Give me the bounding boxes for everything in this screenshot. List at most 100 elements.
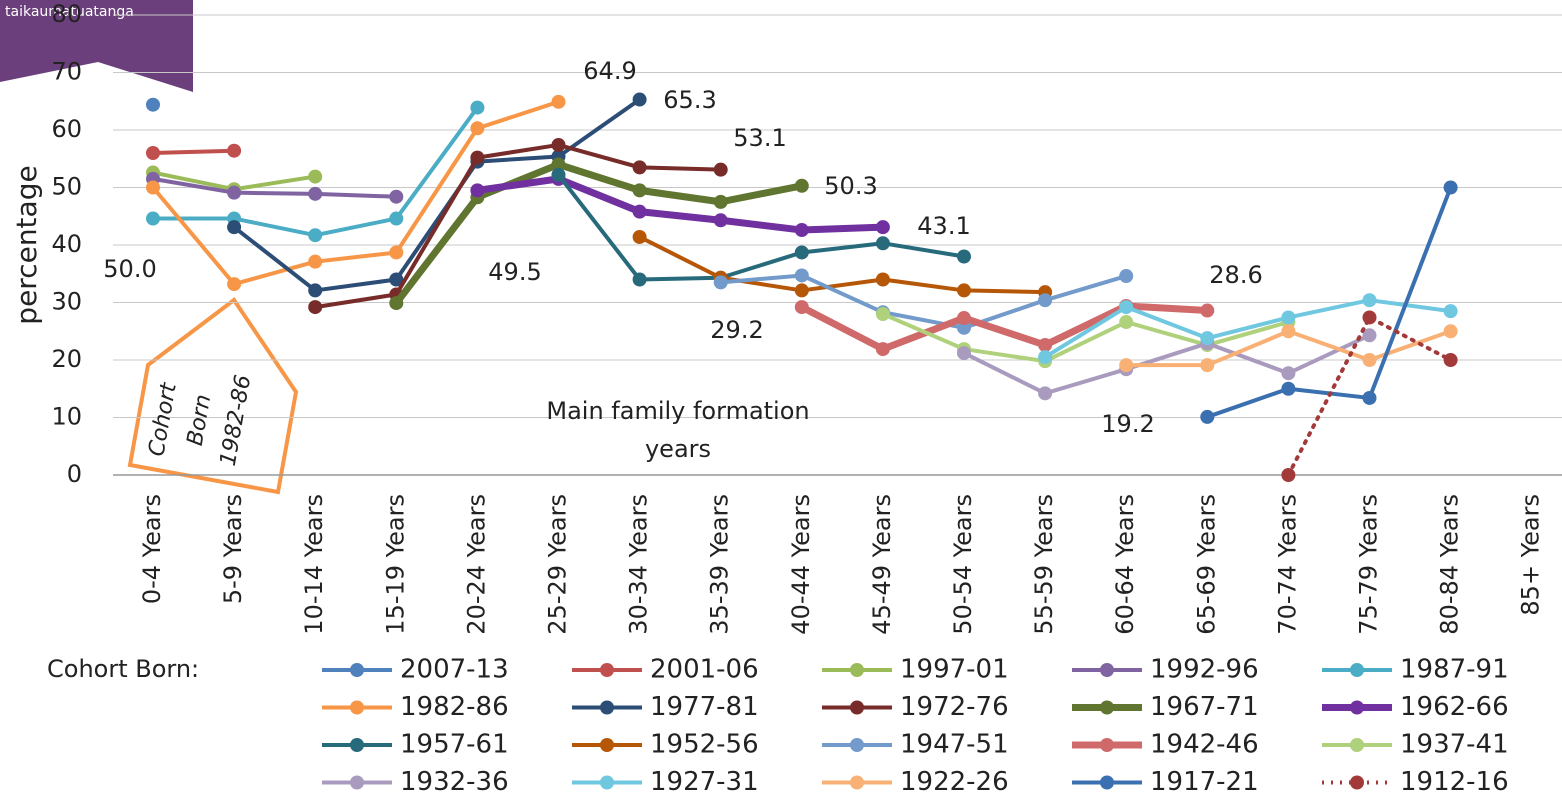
x-tick-label: 60-64 Years <box>1111 494 1139 635</box>
point <box>794 223 809 238</box>
point <box>146 180 160 195</box>
point <box>551 167 566 182</box>
point <box>1362 310 1377 325</box>
legend-label: 1952-56 <box>650 730 759 760</box>
x-tick-label: 65-69 Years <box>1192 494 1220 635</box>
grid <box>113 14 1562 476</box>
point <box>1281 324 1296 339</box>
legend-label: 1922-26 <box>900 767 1009 796</box>
annotation: 50.3 <box>824 172 877 200</box>
callout-text: 1982-86 <box>216 373 257 468</box>
y-tick-label: 80 <box>51 0 82 28</box>
annotation: 49.5 <box>488 258 541 286</box>
legend-label: 1957-61 <box>400 730 509 760</box>
point <box>146 97 160 112</box>
legend-marker <box>1100 663 1114 677</box>
point <box>1200 331 1215 346</box>
legend-marker <box>850 775 864 790</box>
legend-label: 2007-13 <box>400 655 509 685</box>
point <box>875 342 890 357</box>
legend-marker <box>1350 775 1364 790</box>
annotation: 19.2 <box>1101 410 1154 438</box>
point <box>957 283 971 298</box>
point <box>632 204 647 219</box>
point <box>794 268 809 283</box>
point <box>1200 409 1215 424</box>
annotation: 28.6 <box>1209 261 1262 289</box>
point <box>1038 350 1053 365</box>
point <box>308 300 323 315</box>
point <box>551 157 566 172</box>
x-tick-label: 20-24 Years <box>462 494 490 635</box>
callout-box <box>127 297 299 495</box>
series-line <box>151 176 399 199</box>
x-tick-label: 10-14 Years <box>300 494 328 635</box>
point <box>794 245 809 260</box>
point <box>1443 324 1458 339</box>
legend-marker <box>850 738 864 752</box>
legend-label: 1912-16 <box>1400 767 1509 796</box>
x-tick-label: 35-39 Years <box>706 494 734 635</box>
legend-marker <box>350 663 364 677</box>
point <box>1281 468 1296 482</box>
point <box>389 245 404 260</box>
point <box>875 272 890 287</box>
point <box>632 92 647 107</box>
legend-marker <box>850 700 864 715</box>
point <box>957 320 971 335</box>
y-tick-label: 70 <box>51 58 82 86</box>
point <box>713 213 728 228</box>
legend-label: 1942-46 <box>1150 730 1259 760</box>
legend-marker <box>600 700 614 715</box>
point <box>632 160 647 175</box>
x-tick-label: 40-44 Years <box>787 494 815 635</box>
point <box>794 178 809 193</box>
x-tick-label: 70-74 Years <box>1273 494 1301 635</box>
point <box>875 236 890 251</box>
callout-text: Born <box>183 393 217 448</box>
point <box>389 211 404 226</box>
legend-marker <box>350 738 364 752</box>
series-line <box>1043 298 1453 360</box>
x-tick-label: 30-34 Years <box>625 494 653 635</box>
point <box>1200 358 1215 373</box>
point <box>146 146 160 160</box>
point <box>632 272 647 287</box>
y-tick-label: 50 <box>51 173 82 201</box>
point <box>389 189 404 204</box>
y-tick-label: 20 <box>51 345 82 373</box>
annotation: Main family formation years <box>546 397 810 463</box>
point <box>227 277 242 292</box>
point <box>308 254 323 269</box>
y-tick-label: 60 <box>51 115 82 143</box>
legend-label: 1972-76 <box>900 692 1009 722</box>
point <box>470 121 485 136</box>
point <box>713 275 728 290</box>
legend-marker <box>1350 663 1364 677</box>
point <box>632 183 647 198</box>
y-axis-label: percentage <box>10 165 43 324</box>
callout: Cohort Born 1982-86 <box>144 373 257 468</box>
legend-marker <box>350 775 364 790</box>
point <box>308 186 323 201</box>
x-tick-label: 75-79 Years <box>1355 494 1383 635</box>
legend-marker <box>1350 700 1364 715</box>
point <box>1362 353 1377 367</box>
point <box>1362 328 1377 343</box>
point <box>1443 180 1458 195</box>
point <box>1119 358 1134 373</box>
series-line <box>151 99 561 287</box>
series-line <box>880 312 1291 364</box>
point <box>1119 269 1134 284</box>
point <box>1038 293 1053 308</box>
legend-marker <box>600 775 614 790</box>
point <box>794 283 809 298</box>
y-tick-label: 40 <box>51 230 82 258</box>
legend-label: 1997-01 <box>900 655 1009 685</box>
legend-label: 1962-66 <box>1400 692 1509 722</box>
point <box>1362 390 1377 405</box>
point <box>308 169 323 184</box>
x-tick-label: 5-9 Years <box>219 494 247 604</box>
